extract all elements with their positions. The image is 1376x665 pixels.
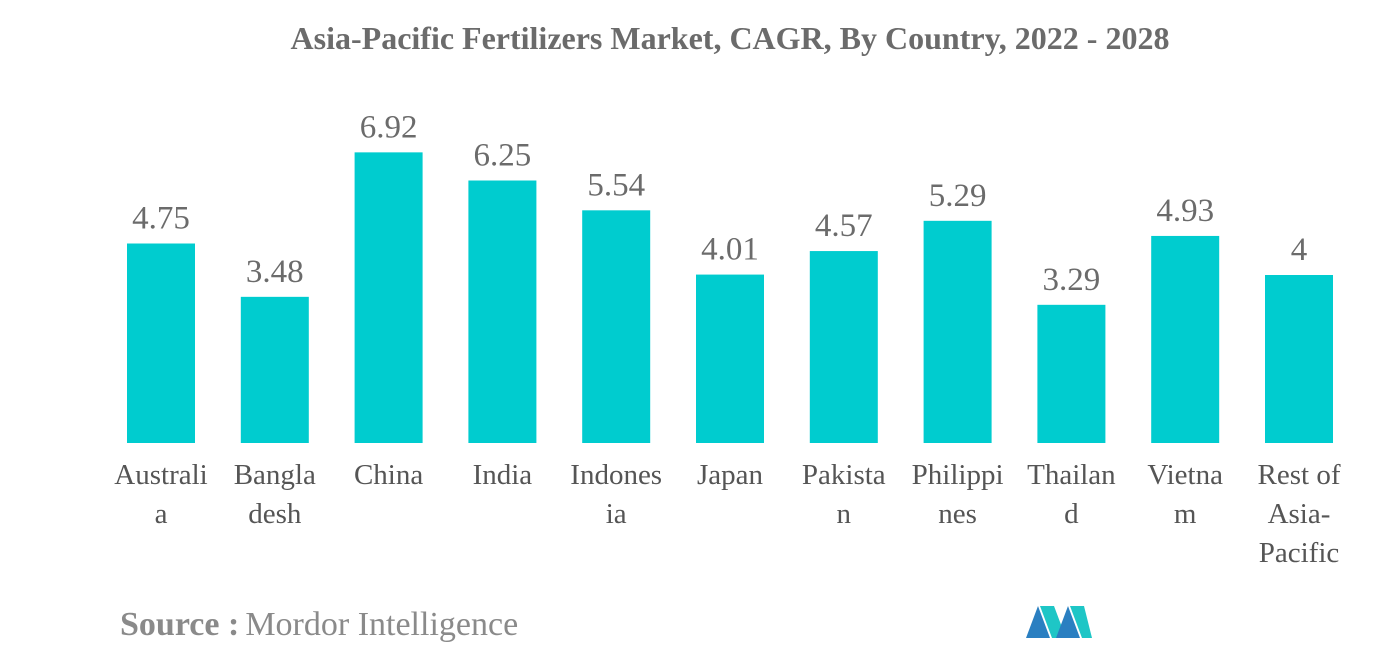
- bar-2: [354, 152, 423, 444]
- category-label-0-line-1: a: [155, 498, 168, 530]
- category-label-9: Vietna m: [1147, 459, 1223, 530]
- value-label-8: 3.29: [1043, 262, 1101, 298]
- bar-10: [1265, 275, 1333, 443]
- category-label-0: Australi a: [114, 459, 207, 530]
- category-label-10-line-1: Asia-: [1268, 498, 1331, 530]
- bar-8: [1037, 304, 1106, 443]
- bar-6: [809, 251, 878, 443]
- bar-3: [468, 180, 537, 443]
- source-label: Source :: [120, 606, 240, 643]
- value-label-9: 4.93: [1156, 193, 1214, 229]
- value-label-4: 5.54: [587, 167, 645, 203]
- value-label-5: 4.01: [701, 232, 759, 268]
- category-label-6-line-0: Pakista: [802, 459, 886, 491]
- value-label-3: 6.25: [474, 138, 532, 174]
- category-label-6: Pakista n: [802, 459, 886, 530]
- value-label-10: 4: [1291, 232, 1308, 268]
- category-label-9-line-1: m: [1174, 498, 1197, 530]
- category-label-2: China: [354, 459, 423, 491]
- category-label-7-line-1: nes: [938, 498, 977, 530]
- category-label-0-line-0: Australi: [114, 459, 207, 491]
- source-line: Source : Mordor Intelligence: [120, 606, 518, 644]
- category-label-1-line-0: Bangla: [234, 459, 316, 491]
- category-label-6-line-1: n: [837, 498, 852, 530]
- category-label-1-line-1: desh: [248, 498, 302, 530]
- category-label-3: India: [473, 459, 533, 491]
- bar-9: [1151, 235, 1220, 443]
- bar-0: [127, 243, 195, 443]
- category-label-8-line-0: Thailan: [1027, 459, 1116, 491]
- value-label-0: 4.75: [132, 201, 190, 237]
- category-label-5-line-0: Japan: [697, 459, 764, 491]
- value-label-1: 3.48: [246, 254, 304, 290]
- category-label-1: Bangla desh: [234, 459, 316, 530]
- bar-5: [696, 274, 764, 443]
- bar-7: [923, 220, 992, 443]
- category-label-3-line-0: India: [473, 459, 533, 491]
- bar-chart: 4.75 Australi a 3.48 Bangla desh 6.92 China 6.25…: [114, 109, 1341, 569]
- value-label-2: 6.92: [360, 109, 418, 145]
- category-label-4-line-1: ia: [606, 498, 627, 530]
- bar-1: [240, 296, 309, 443]
- category-label-8-line-1: d: [1064, 498, 1079, 530]
- category-label-10-line-2: Pacific: [1259, 537, 1340, 569]
- category-label-2-line-0: China: [354, 459, 423, 491]
- source-value: Mordor Intelligence: [245, 606, 519, 643]
- bar-4: [582, 210, 651, 443]
- category-label-5: Japan: [697, 459, 764, 491]
- category-label-4-line-0: Indones: [570, 459, 662, 491]
- category-label-7-line-0: Philippi: [912, 459, 1004, 491]
- value-label-6: 4.57: [815, 208, 873, 244]
- category-label-8: Thailan d: [1027, 459, 1116, 530]
- category-label-4: Indones ia: [570, 459, 662, 530]
- category-label-9-line-0: Vietna: [1147, 459, 1223, 491]
- category-label-10: Rest of Asia- Pacific: [1258, 459, 1341, 569]
- category-label-10-line-0: Rest of: [1258, 459, 1341, 491]
- value-label-7: 5.29: [929, 178, 987, 214]
- chart-title: Asia-Pacific Fertilizers Market, CAGR, B…: [290, 20, 1170, 56]
- mordor-intelligence-logo-icon: [1026, 606, 1092, 638]
- category-label-7: Philippi nes: [912, 459, 1004, 530]
